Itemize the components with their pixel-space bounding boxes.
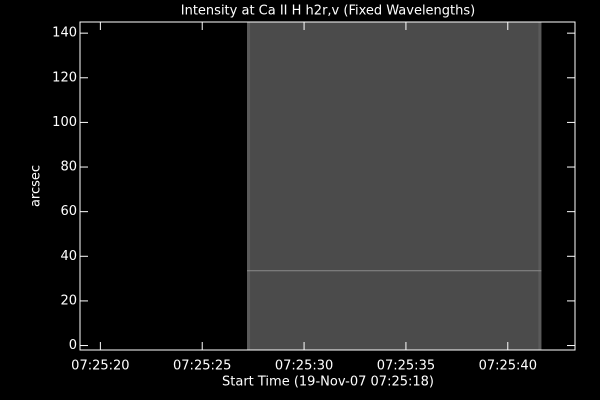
- y-tick-label: 60: [60, 204, 77, 219]
- x-tick-label: 07:25:30: [275, 359, 333, 374]
- image-region: [247, 22, 542, 350]
- x-axis-label: Start Time (19-Nov-07 07:25:18): [222, 375, 434, 390]
- plot-frame: [79, 21, 576, 351]
- image-edge: [247, 22, 251, 350]
- x-tick-label: 07:25:40: [479, 359, 537, 374]
- y-tick-label: 140: [52, 26, 77, 41]
- y-tick-label: 20: [60, 293, 77, 308]
- y-tick-label: 0: [69, 338, 77, 353]
- y-tick-label: 120: [52, 70, 77, 85]
- image-edge: [538, 22, 542, 350]
- x-tick-label: 07:25:35: [377, 359, 435, 374]
- y-tick-label: 40: [60, 249, 77, 264]
- x-tick-label: 07:25:25: [173, 359, 231, 374]
- y-axis-label: arcsec: [29, 165, 44, 207]
- y-tick-label: 100: [52, 115, 77, 130]
- x-tick-label: 07:25:20: [71, 359, 129, 374]
- chart-title: Intensity at Ca II H h2r,v (Fixed Wavele…: [181, 4, 475, 19]
- y-tick-label: 80: [60, 160, 77, 175]
